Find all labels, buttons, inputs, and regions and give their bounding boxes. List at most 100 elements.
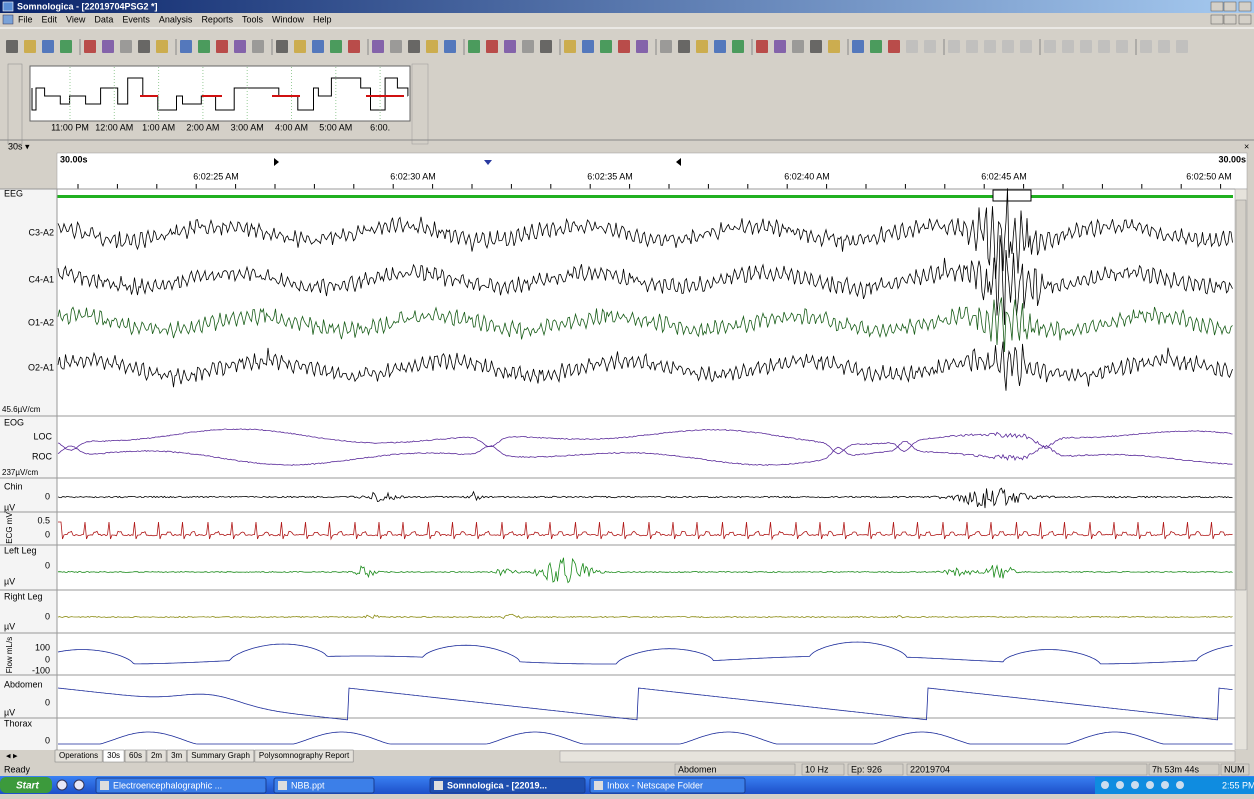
- menu-item[interactable]: Tools: [242, 14, 264, 24]
- toolbar-button[interactable]: [1044, 40, 1056, 53]
- toolbar-button[interactable]: [564, 40, 576, 53]
- tab-shape[interactable]: [166, 749, 187, 763]
- toolbar-button[interactable]: [948, 40, 960, 53]
- toolbar-button[interactable]: [1098, 40, 1110, 53]
- minimize-button[interactable]: [1210, 1, 1224, 12]
- toolbar-button[interactable]: [426, 40, 438, 53]
- taskbar-item-shape[interactable]: [589, 777, 746, 794]
- menu-item[interactable]: Reports: [201, 14, 233, 24]
- toolbar-button[interactable]: [276, 40, 288, 53]
- taskbar-item[interactable]: Inbox - Netscape Folder: [589, 777, 746, 794]
- toolbar-button[interactable]: [1158, 40, 1170, 53]
- mdi-minimize[interactable]: [1210, 14, 1224, 25]
- start-shape[interactable]: [0, 777, 52, 793]
- tab-nav[interactable]: ◂ ▸: [6, 750, 18, 760]
- menu-item[interactable]: File: [18, 14, 33, 24]
- taskbar-item-icon[interactable]: [278, 781, 287, 790]
- toolbar-button[interactable]: [1002, 40, 1014, 53]
- menu-item[interactable]: Edit: [42, 14, 58, 24]
- tab-shape[interactable]: [254, 749, 354, 763]
- mdi-maximize[interactable]: [1223, 14, 1237, 25]
- taskbar-item-shape[interactable]: [273, 777, 375, 794]
- toolbar-button[interactable]: [618, 40, 630, 53]
- menu-item[interactable]: View: [66, 14, 86, 24]
- toolbar-button[interactable]: [906, 40, 918, 53]
- tray-icon[interactable]: [1131, 781, 1139, 789]
- toolbar-button[interactable]: [372, 40, 384, 53]
- toolbar-button[interactable]: [540, 40, 552, 53]
- toolbar-button[interactable]: [42, 40, 54, 53]
- tab[interactable]: 3m: [166, 749, 187, 763]
- toolbar-button[interactable]: [1080, 40, 1092, 53]
- tab-label[interactable]: Operations: [59, 751, 98, 760]
- tab-label[interactable]: Polysomnography Report: [259, 751, 350, 760]
- taskbar-item[interactable]: Electroencephalographic ...: [95, 777, 267, 794]
- toolbar-button[interactable]: [522, 40, 534, 53]
- maximize-button[interactable]: [1223, 1, 1237, 12]
- close-view[interactable]: ×: [1244, 141, 1249, 151]
- toolbar-button[interactable]: [408, 40, 420, 53]
- toolbar-button[interactable]: [348, 40, 360, 53]
- taskbar-item[interactable]: NBB.ppt: [273, 777, 375, 794]
- toolbar-button[interactable]: [984, 40, 996, 53]
- span-selector[interactable]: 30s ▾: [8, 141, 30, 151]
- toolbar-button[interactable]: [636, 40, 648, 53]
- toolbar-button[interactable]: [828, 40, 840, 53]
- menu-item[interactable]: Data: [94, 14, 113, 24]
- toolbar-button[interactable]: [852, 40, 864, 53]
- toolbar-button[interactable]: [330, 40, 342, 53]
- toolbar-button[interactable]: [138, 40, 150, 53]
- toolbar-button[interactable]: [792, 40, 804, 53]
- tray-icon[interactable]: [1101, 781, 1109, 789]
- window-buttons[interactable]: [1210, 1, 1252, 25]
- menu-item[interactable]: Analysis: [159, 14, 193, 24]
- toolbar-button[interactable]: [390, 40, 402, 53]
- tab-shape[interactable]: [102, 749, 125, 763]
- toolbar-button[interactable]: [660, 40, 672, 53]
- taskbar-item-label[interactable]: Electroencephalographic ...: [113, 780, 222, 790]
- start-button[interactable]: Start: [0, 777, 52, 793]
- toolbar-button[interactable]: [924, 40, 936, 53]
- toolbar-button[interactable]: [486, 40, 498, 53]
- toolbar-button[interactable]: [756, 40, 768, 53]
- horizontal-scrollbar[interactable]: [559, 750, 1236, 763]
- toolbar-button[interactable]: [252, 40, 264, 53]
- tab-shape[interactable]: [146, 749, 167, 763]
- toolbar-button[interactable]: [312, 40, 324, 53]
- tab-label[interactable]: 2m: [151, 751, 162, 760]
- toolbar-button[interactable]: [6, 40, 18, 53]
- taskbar-item-icon[interactable]: [100, 781, 109, 790]
- taskbar-item-icon[interactable]: [594, 781, 603, 790]
- tray-icon[interactable]: [1146, 781, 1154, 789]
- tab[interactable]: 30s: [102, 749, 125, 763]
- toolbar-button[interactable]: [1062, 40, 1074, 53]
- toolbar-button[interactable]: [156, 40, 168, 53]
- menu-item[interactable]: Window: [272, 14, 305, 24]
- toolbar-button[interactable]: [294, 40, 306, 53]
- toolbar-button[interactable]: [504, 40, 516, 53]
- tab[interactable]: 2m: [146, 749, 167, 763]
- toolbar-button[interactable]: [180, 40, 192, 53]
- toolbar-button[interactable]: [60, 40, 72, 53]
- toolbar-button[interactable]: [1140, 40, 1152, 53]
- toolbar-button[interactable]: [468, 40, 480, 53]
- toolbar-button[interactable]: [678, 40, 690, 53]
- tab-label[interactable]: 30s: [107, 751, 120, 760]
- toolbar-button[interactable]: [888, 40, 900, 53]
- toolbar-button[interactable]: [966, 40, 978, 53]
- toolbar-button[interactable]: [102, 40, 114, 53]
- taskbar-item-label[interactable]: Somnologica - [22019...: [447, 780, 547, 790]
- tab-shape[interactable]: [124, 749, 147, 763]
- quick-launch[interactable]: [56, 779, 68, 791]
- toolbar-button[interactable]: [600, 40, 612, 53]
- taskbar-item[interactable]: Somnologica - [22019...: [429, 777, 586, 794]
- toolbar-button[interactable]: [1176, 40, 1188, 53]
- tab[interactable]: Operations: [54, 749, 103, 763]
- menu-item[interactable]: Events: [122, 14, 150, 24]
- taskbar-item-icon[interactable]: [434, 781, 443, 790]
- toolbar-button[interactable]: [732, 40, 744, 53]
- toolbar-button[interactable]: [24, 40, 36, 53]
- tab[interactable]: Polysomnography Report: [254, 749, 354, 763]
- taskbar-item-shape[interactable]: [429, 777, 586, 794]
- tab-shape[interactable]: [186, 749, 255, 763]
